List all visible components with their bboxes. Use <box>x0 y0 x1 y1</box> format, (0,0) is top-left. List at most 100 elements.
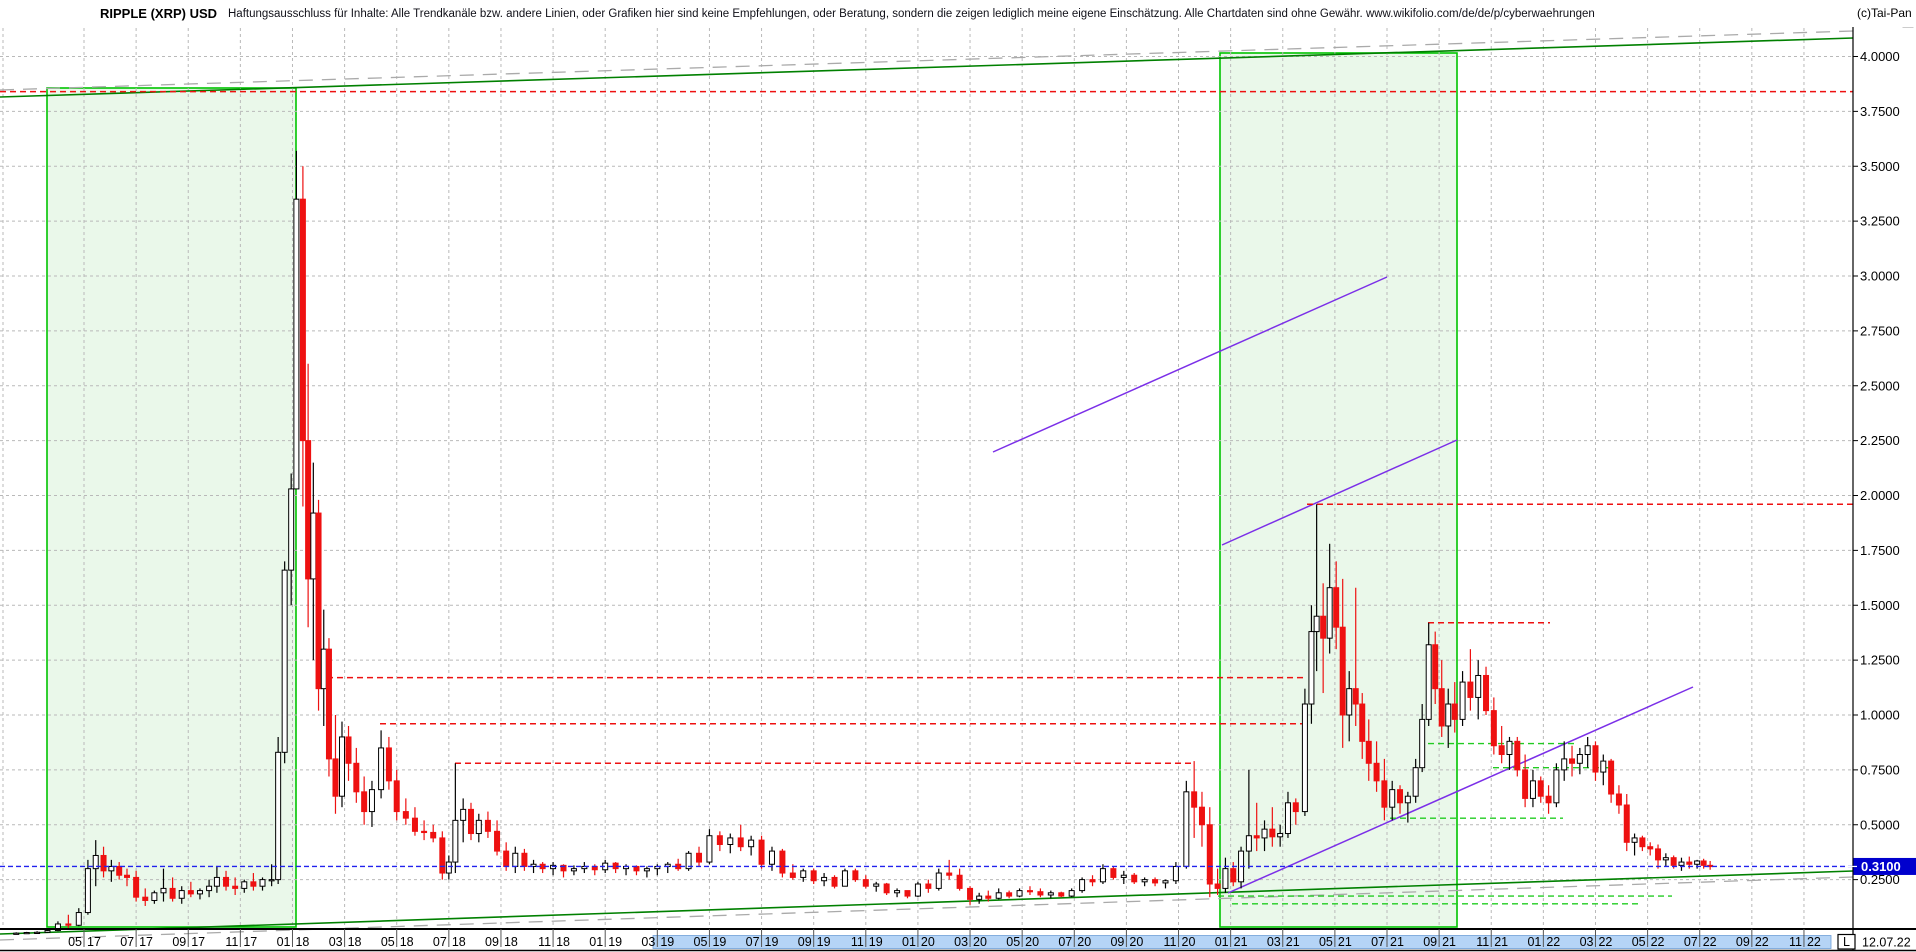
x-axis-label: 09 <box>172 935 186 949</box>
x-axis-label: 22 <box>1703 935 1717 949</box>
y-axis-label: 3.5000 <box>1860 159 1900 174</box>
x-axis-label: 19 <box>608 935 622 949</box>
x-axis-selection-highlight[interactable] <box>652 935 1832 949</box>
last-date-label: 12.07.22 <box>1862 936 1911 950</box>
x-axis-label: 09 <box>485 935 499 949</box>
y-axis-label: 3.2500 <box>1860 214 1900 229</box>
x-axis-label: 20 <box>1182 935 1196 949</box>
y-axis-label: 3.7500 <box>1860 104 1900 119</box>
x-axis-label: 03 <box>641 935 655 949</box>
x-axis-label: 18 <box>295 935 309 949</box>
x-axis-label: 21 <box>1234 935 1248 949</box>
x-axis-label: 11 <box>225 935 238 949</box>
x-axis-label: 03 <box>1580 935 1594 949</box>
y-axis-label: 2.0000 <box>1860 488 1900 503</box>
page-title: RIPPLE (XRP) USD <box>100 6 218 21</box>
x-axis-label: 07 <box>120 935 134 949</box>
x-axis-label: 09 <box>1736 935 1750 949</box>
x-axis-label: 11 <box>1476 935 1489 949</box>
x-axis-label: 07 <box>1058 935 1072 949</box>
x-axis-label: 19 <box>817 935 831 949</box>
x-axis-label: 22 <box>1546 935 1560 949</box>
x-axis-label: 19 <box>765 935 779 949</box>
x-axis-label: 05 <box>1006 935 1020 949</box>
x-axis-label: 05 <box>381 935 395 949</box>
y-axis-label: 2.2500 <box>1860 433 1900 448</box>
x-axis-label: 20 <box>921 935 935 949</box>
x-axis-label: 21 <box>1338 935 1352 949</box>
x-axis-label: 22 <box>1755 935 1769 949</box>
x-axis-label: 18 <box>400 935 414 949</box>
x-axis-label: 21 <box>1442 935 1456 949</box>
grid-layer <box>0 28 1853 929</box>
x-axis-label: 03 <box>329 935 343 949</box>
highlight-box <box>1219 52 1458 928</box>
y-axis-label: 1.0000 <box>1860 708 1900 723</box>
y-axis[interactable]: 4.0000 3.7500 3.5000 3.2500 3.0000 2.7500 2.50… <box>1853 49 1900 887</box>
x-axis-label: 18 <box>452 935 466 949</box>
y-axis-label: 1.7500 <box>1860 543 1900 558</box>
x-axis-label: 21 <box>1390 935 1404 949</box>
x-axis-label: 07 <box>433 935 447 949</box>
x-axis-label: 05 <box>1319 935 1333 949</box>
x-axis-label: 11 <box>1789 935 1802 949</box>
x-axis-label: 05 <box>1632 935 1646 949</box>
x-axis-label: 17 <box>139 935 153 949</box>
disclaimer-text: Haftungsausschluss für Inhalte: Alle Tre… <box>228 8 1595 20</box>
x-axis-label: 21 <box>1494 935 1508 949</box>
last-price-value: 0.3100 <box>1861 859 1901 874</box>
x-axis-label: 01 <box>589 935 603 949</box>
x-axis-label: 09 <box>1110 935 1124 949</box>
copyright-label: (c)Tai-Pan <box>1857 6 1912 20</box>
y-axis-label: 2.7500 <box>1860 323 1900 338</box>
highlight-box <box>46 87 297 928</box>
x-axis-label: 03 <box>954 935 968 949</box>
x-axis-label: 20 <box>1129 935 1143 949</box>
y-axis-label: 3.0000 <box>1860 269 1900 284</box>
x-axis-label: 22 <box>1598 935 1612 949</box>
y-axis-label: 4.0000 <box>1860 49 1900 64</box>
x-axis-label: 11 <box>851 935 864 949</box>
x-axis-label: 21 <box>1286 935 1300 949</box>
x-axis-label: 09 <box>1423 935 1437 949</box>
x-axis-label: 01 <box>277 935 291 949</box>
x-axis-label: 20 <box>973 935 987 949</box>
last-bar-marker: L <box>1843 935 1850 949</box>
last-price-tag: 0.3100 <box>1847 857 1916 875</box>
y-axis-label: 2.5000 <box>1860 378 1900 393</box>
highlight-boxes <box>46 52 1458 928</box>
y-axis-label: 0.7500 <box>1860 762 1900 777</box>
x-axis-label: 18 <box>348 935 362 949</box>
x-axis-label: 11 <box>538 935 551 949</box>
x-axis-label: 20 <box>1077 935 1091 949</box>
last-bar-marker-box <box>1837 933 1856 950</box>
x-axis-label: 11 <box>1164 935 1177 949</box>
x-axis-label: 19 <box>712 935 726 949</box>
y-axis-label: 0.2500 <box>1860 872 1900 887</box>
chart-header: RIPPLE (XRP) USD Haftungsausschluss für … <box>0 0 1916 27</box>
x-axis-label: 20 <box>1025 935 1039 949</box>
x-axis-label: 07 <box>746 935 760 949</box>
x-axis-label: 01 <box>1527 935 1541 949</box>
x-axis-label: 17 <box>87 935 101 949</box>
level-lines <box>0 90 1853 905</box>
x-axis-label: 05 <box>694 935 708 949</box>
x-axis-label: 19 <box>869 935 883 949</box>
x-axis[interactable]: 05 17 07 17 09 17 11 17 01 18 03 18 05 18 07 18 09 18 11 18… <box>68 929 1911 950</box>
x-axis-label: 07 <box>1371 935 1385 949</box>
x-axis-label: 01 <box>902 935 916 949</box>
candles-layer <box>13 150 1714 935</box>
x-axis-label: 19 <box>660 935 674 949</box>
x-axis-label: 18 <box>556 935 570 949</box>
x-axis-label: 22 <box>1651 935 1665 949</box>
x-axis-label: 09 <box>798 935 812 949</box>
x-axis-label: 17 <box>191 935 205 949</box>
y-axis-label: 1.2500 <box>1860 653 1900 668</box>
x-axis-label: 05 <box>68 935 82 949</box>
x-axis-label: 07 <box>1684 935 1698 949</box>
y-axis-label: 0.5000 <box>1860 817 1900 832</box>
x-axis-label: 03 <box>1267 935 1281 949</box>
x-axis-label: 01 <box>1215 935 1229 949</box>
